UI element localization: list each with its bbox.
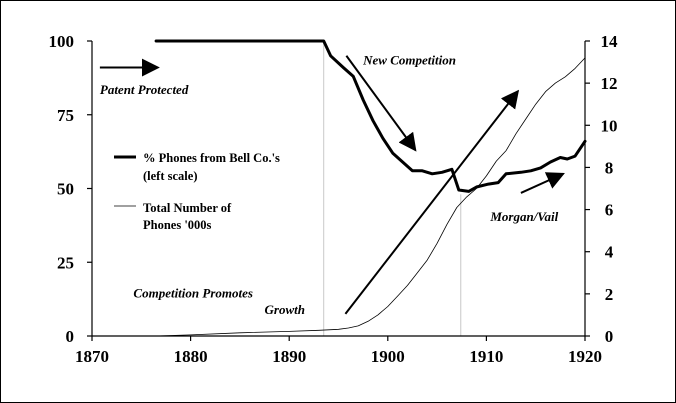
right-tick-label: 12 <box>601 74 618 93</box>
right-tick-label: 2 <box>605 285 614 304</box>
annotations: Patent Protected New Competition Morgan/Va… <box>100 53 559 317</box>
x-tick-label: 1880 <box>174 347 208 366</box>
right-tick-label: 4 <box>605 243 614 262</box>
legend: % Phones from Bell Co.'s (left scale) To… <box>114 151 280 232</box>
annotation-arrows <box>99 55 565 315</box>
x-tick-label: 1900 <box>371 347 405 366</box>
legend-label-total-phones-line2: Phones '000s <box>143 218 212 232</box>
x-tick-label: 1910 <box>469 347 503 366</box>
legend-label-bell-share-line1: % Phones from Bell Co.'s <box>143 151 280 165</box>
x-tick-labels: 1870 1880 1890 1900 1910 1920 <box>75 347 602 366</box>
legend-label-bell-share-line2: (left scale) <box>143 169 197 183</box>
right-tick-label: 8 <box>605 158 614 177</box>
annotation-arrow-2 <box>345 55 417 152</box>
series-layer <box>154 39 587 337</box>
right-y-tick-labels: 0 2 4 6 8 10 12 14 <box>601 32 619 346</box>
right-tick-label: 10 <box>601 116 618 135</box>
annotation-new-competition: New Competition <box>362 53 456 68</box>
annotation-arrow-3 <box>344 89 520 315</box>
right-tick-label: 6 <box>605 201 614 220</box>
left-tick-label: 0 <box>66 327 75 346</box>
left-tick-label: 100 <box>49 32 75 51</box>
x-tick-label: 1920 <box>568 347 602 366</box>
legend-label-total-phones-line1: Total Number of <box>143 201 232 215</box>
left-tick-label: 75 <box>57 106 74 125</box>
annotation-growth: Growth <box>265 302 305 317</box>
annotation-patent-protected: Patent Protected <box>100 82 189 97</box>
left-tick-label: 50 <box>57 180 74 199</box>
right-tick-label: 0 <box>605 327 614 346</box>
x-tick-label: 1890 <box>272 347 306 366</box>
reference-lines <box>323 41 462 336</box>
series-line-bell-share <box>154 39 587 193</box>
annotation-arrow-4 <box>520 172 565 194</box>
right-tick-label: 14 <box>601 32 619 51</box>
left-y-tick-labels: 0 25 50 75 100 <box>49 32 75 346</box>
left-tick-label: 25 <box>57 253 74 272</box>
annotation-competition-promotes: Competition Promotes <box>133 286 253 301</box>
x-tick-label: 1870 <box>75 347 109 366</box>
axes <box>87 40 590 341</box>
annotation-morgan-vail: Morgan/Vail <box>489 209 558 224</box>
series-line-total-phones <box>155 57 586 337</box>
